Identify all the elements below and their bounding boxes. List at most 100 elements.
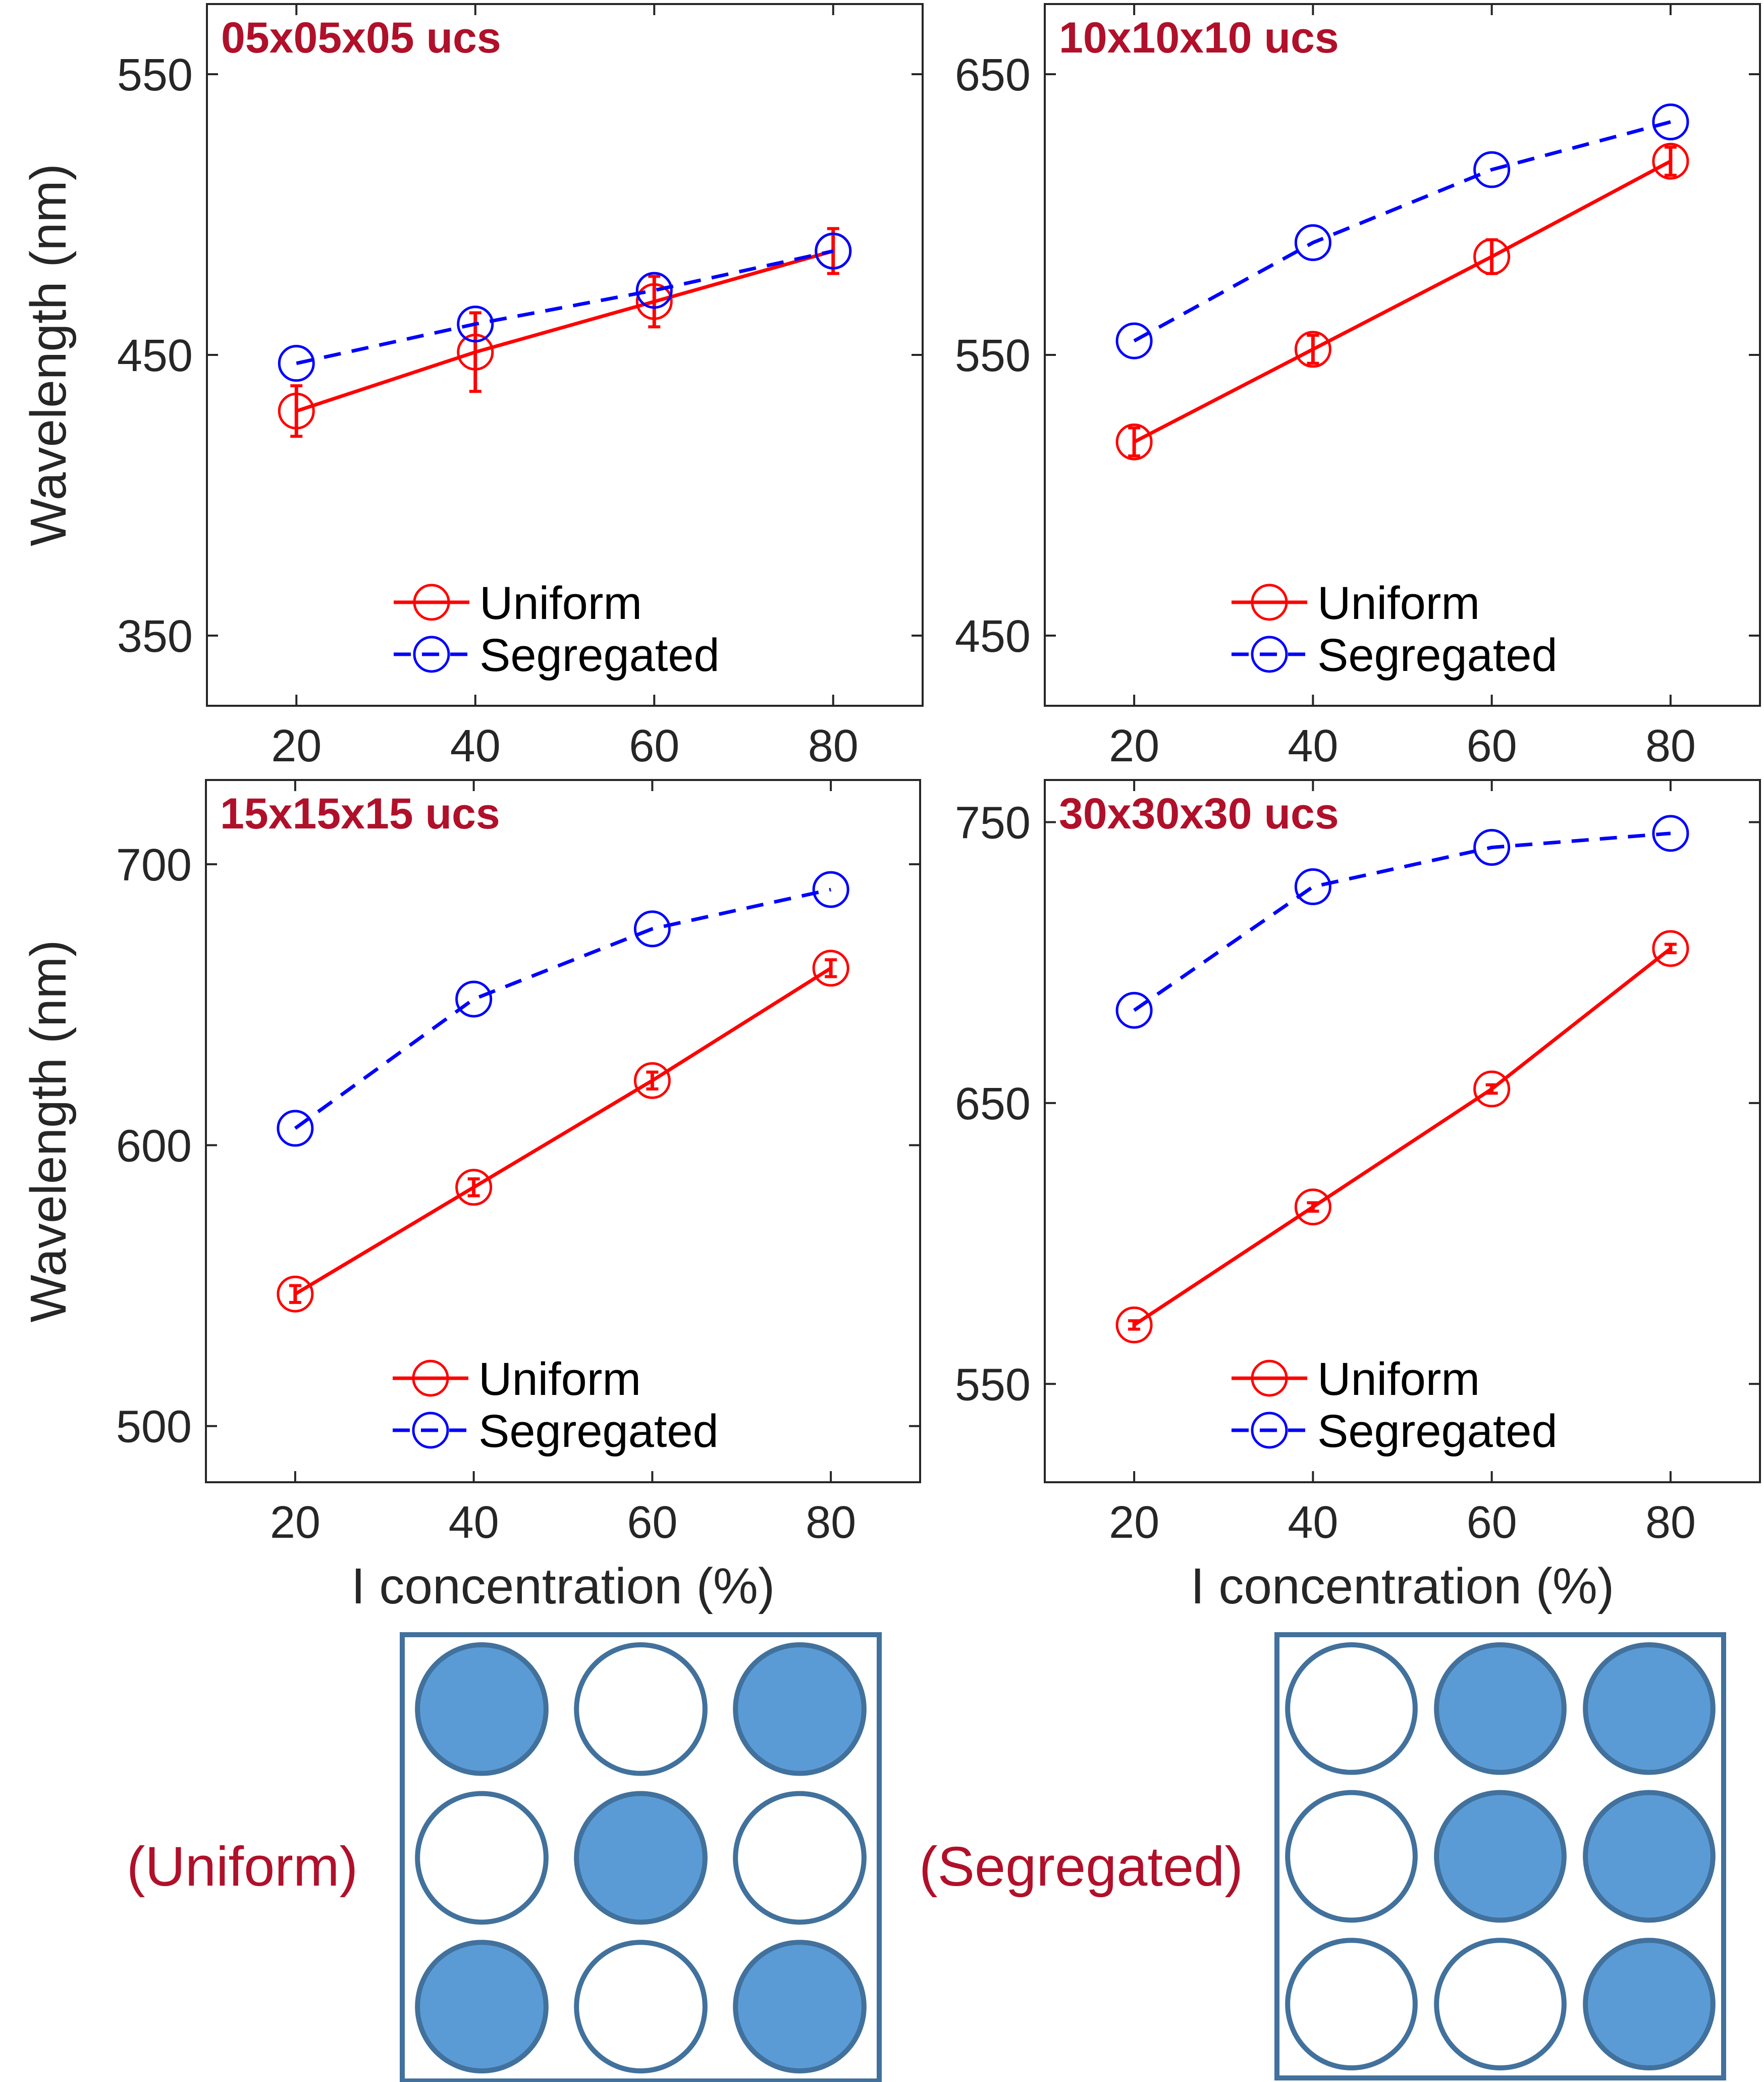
data-point — [1652, 930, 1689, 967]
filled-site — [1583, 1938, 1716, 2071]
data-point — [635, 283, 673, 320]
empty-site — [1285, 1790, 1418, 1923]
y-tick-label: 500 — [116, 1402, 192, 1452]
series-segregated — [277, 871, 849, 1147]
x-tick-label: 40 — [1288, 1497, 1338, 1548]
data-point — [277, 1110, 314, 1147]
legend-marker — [1251, 1412, 1288, 1449]
legend-marker — [1251, 636, 1288, 673]
legend-marker — [412, 1360, 449, 1397]
x-tick-label: 80 — [806, 1497, 856, 1548]
filled-site — [415, 1642, 549, 1776]
series-segregated — [1115, 103, 1689, 359]
data-point — [278, 392, 315, 430]
legend-marker — [1251, 584, 1288, 621]
filled-site — [415, 1940, 549, 2074]
series-line — [296, 249, 834, 413]
x-tick-label: 20 — [271, 721, 322, 771]
legend-marker — [413, 584, 450, 621]
series-line — [1133, 831, 1671, 1012]
empty-site — [733, 1791, 867, 1925]
filled-site — [1434, 1642, 1567, 1775]
axes-box — [205, 779, 921, 1483]
legend-marker — [1251, 1360, 1288, 1397]
y-tick-label: 350 — [117, 611, 193, 662]
y-tick-label: 550 — [955, 1360, 1031, 1410]
filled-site — [1583, 1642, 1716, 1775]
filled-site — [574, 1791, 708, 1925]
data-point — [1473, 151, 1511, 188]
data-point — [1652, 142, 1689, 180]
data-point — [812, 950, 849, 987]
x-tick-label: 60 — [1467, 1497, 1517, 1548]
data-point — [455, 980, 493, 1018]
x-tick-label: 40 — [450, 721, 501, 771]
data-point — [815, 232, 852, 270]
x-tick-label: 40 — [449, 1497, 499, 1548]
y-tick-label: 550 — [117, 50, 193, 100]
data-point — [1294, 224, 1331, 262]
y-tick-label: 700 — [116, 840, 192, 891]
data-point — [1294, 1188, 1331, 1226]
series-segregated — [1115, 815, 1689, 1029]
series-line — [296, 249, 834, 366]
y-axis-label: Wavelength (nm) — [20, 940, 77, 1323]
empty-site — [1285, 1938, 1418, 2071]
data-point — [1115, 322, 1153, 359]
panel-title: 15x15x15 ucs — [220, 790, 500, 838]
data-point — [1115, 992, 1153, 1029]
empty-site — [574, 1940, 708, 2074]
chart-panel-3: 500 600 700 20 40 60 80 15x15x15 ucs Wavelength … — [20, 779, 921, 1615]
data-point — [278, 345, 315, 382]
legend-label: Segregated — [478, 1406, 719, 1457]
data-point — [633, 1062, 671, 1099]
filled-site — [1583, 1790, 1716, 1923]
legend-marker — [413, 636, 450, 673]
x-tick-label: 20 — [270, 1497, 320, 1548]
series-uniform — [278, 227, 852, 438]
empty-site — [1434, 1938, 1567, 2071]
series-uniform — [1115, 930, 1689, 1343]
data-point — [1115, 423, 1153, 460]
y-tick-label: 450 — [955, 611, 1031, 662]
x-tick-label: 60 — [627, 1497, 677, 1548]
empty-site — [574, 1642, 708, 1776]
series-line — [294, 966, 832, 1296]
y-tick-label: 750 — [955, 798, 1031, 848]
legend-label: Uniform — [1317, 1354, 1480, 1405]
filled-site — [733, 1940, 867, 2074]
data-point — [633, 910, 671, 948]
y-tick-label: 650 — [955, 50, 1031, 100]
chart-panel-1: 350 450 550 20 40 60 80 05x05x05 ucs Wavelength … — [20, 3, 924, 771]
filled-site — [1434, 1790, 1567, 1923]
series-line — [294, 888, 831, 1130]
data-point — [635, 272, 673, 309]
legend-label: Segregated — [479, 630, 720, 681]
x-tick-label: 20 — [1109, 721, 1159, 771]
data-point — [457, 333, 494, 371]
data-point — [277, 1275, 314, 1313]
series-line — [1133, 947, 1672, 1327]
y-tick-label: 550 — [955, 331, 1031, 381]
axes-box — [1044, 779, 1761, 1483]
legend-label: Segregated — [1317, 1406, 1558, 1457]
y-axis-label: Wavelength (nm) — [20, 164, 77, 546]
series-segregated — [278, 232, 852, 382]
x-tick-label: 80 — [808, 721, 859, 771]
empty-site — [415, 1791, 549, 1925]
data-point — [1473, 238, 1511, 275]
y-tick-label: 450 — [117, 331, 193, 381]
data-point — [1294, 331, 1331, 368]
data-point — [1652, 815, 1689, 852]
legend-label: Uniform — [478, 1354, 641, 1405]
data-point — [1115, 1306, 1153, 1343]
data-point — [457, 305, 494, 343]
data-point — [1473, 829, 1511, 866]
series-uniform — [1115, 142, 1689, 460]
diagram-segregated: (Segregated) — [919, 1632, 1726, 2080]
chart-panel-4: 550 650 750 20 40 60 80 30x30x30 ucs I concentra… — [955, 779, 1761, 1615]
x-tick-label: 40 — [1288, 721, 1338, 771]
